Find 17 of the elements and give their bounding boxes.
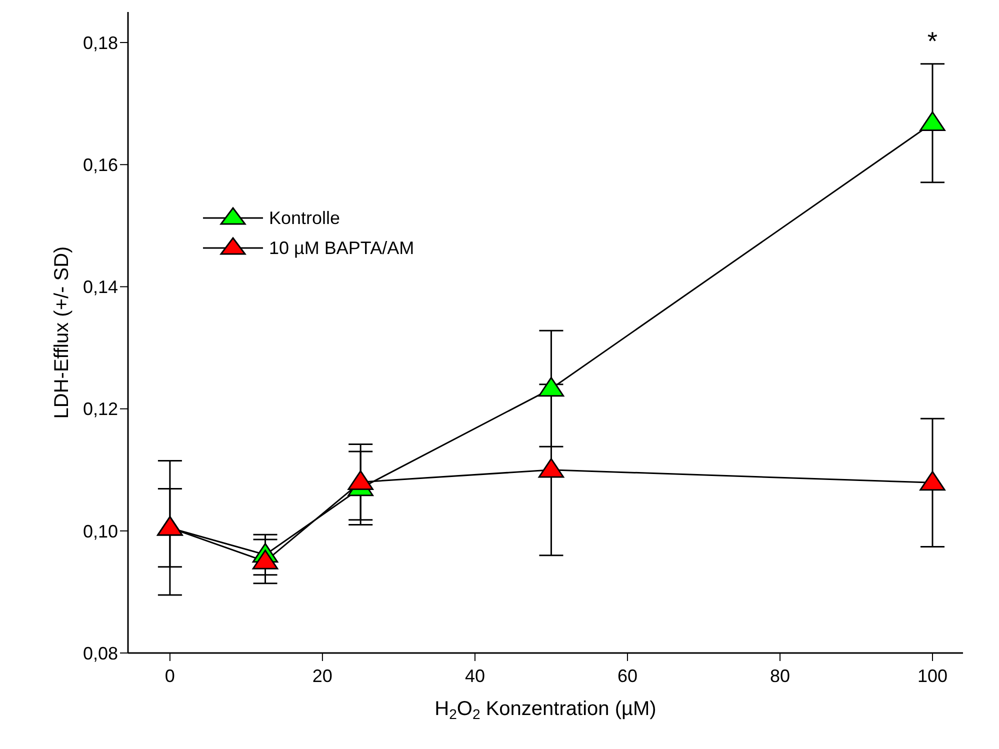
legend-label: 10 µM BAPTA/AM [269,238,414,258]
x-axis-title: H$_{2}$O$_{2}$ Konzentration (µM) [434,698,656,722]
legend-label: Kontrolle [269,208,340,228]
x-tick-label: 20 [312,666,332,686]
x-tick-label: 60 [617,666,638,686]
x-tick-label: 40 [464,666,485,686]
y-tick-label: 0,18 [82,32,118,53]
y-axis-title: LDH-Efflux (+/- SD) [51,246,73,419]
x-tick-label: 80 [770,666,790,686]
x-tick-label: 100 [917,666,948,686]
x-tick-label: 0 [164,666,175,686]
y-tick-label: 0,10 [82,521,118,542]
y-tick-label: 0,12 [82,399,118,420]
y-tick-label: 0,16 [82,155,118,176]
y-tick-label: 0,14 [82,277,118,298]
y-tick-label: 0,08 [82,643,118,664]
annotation: * [927,26,938,56]
